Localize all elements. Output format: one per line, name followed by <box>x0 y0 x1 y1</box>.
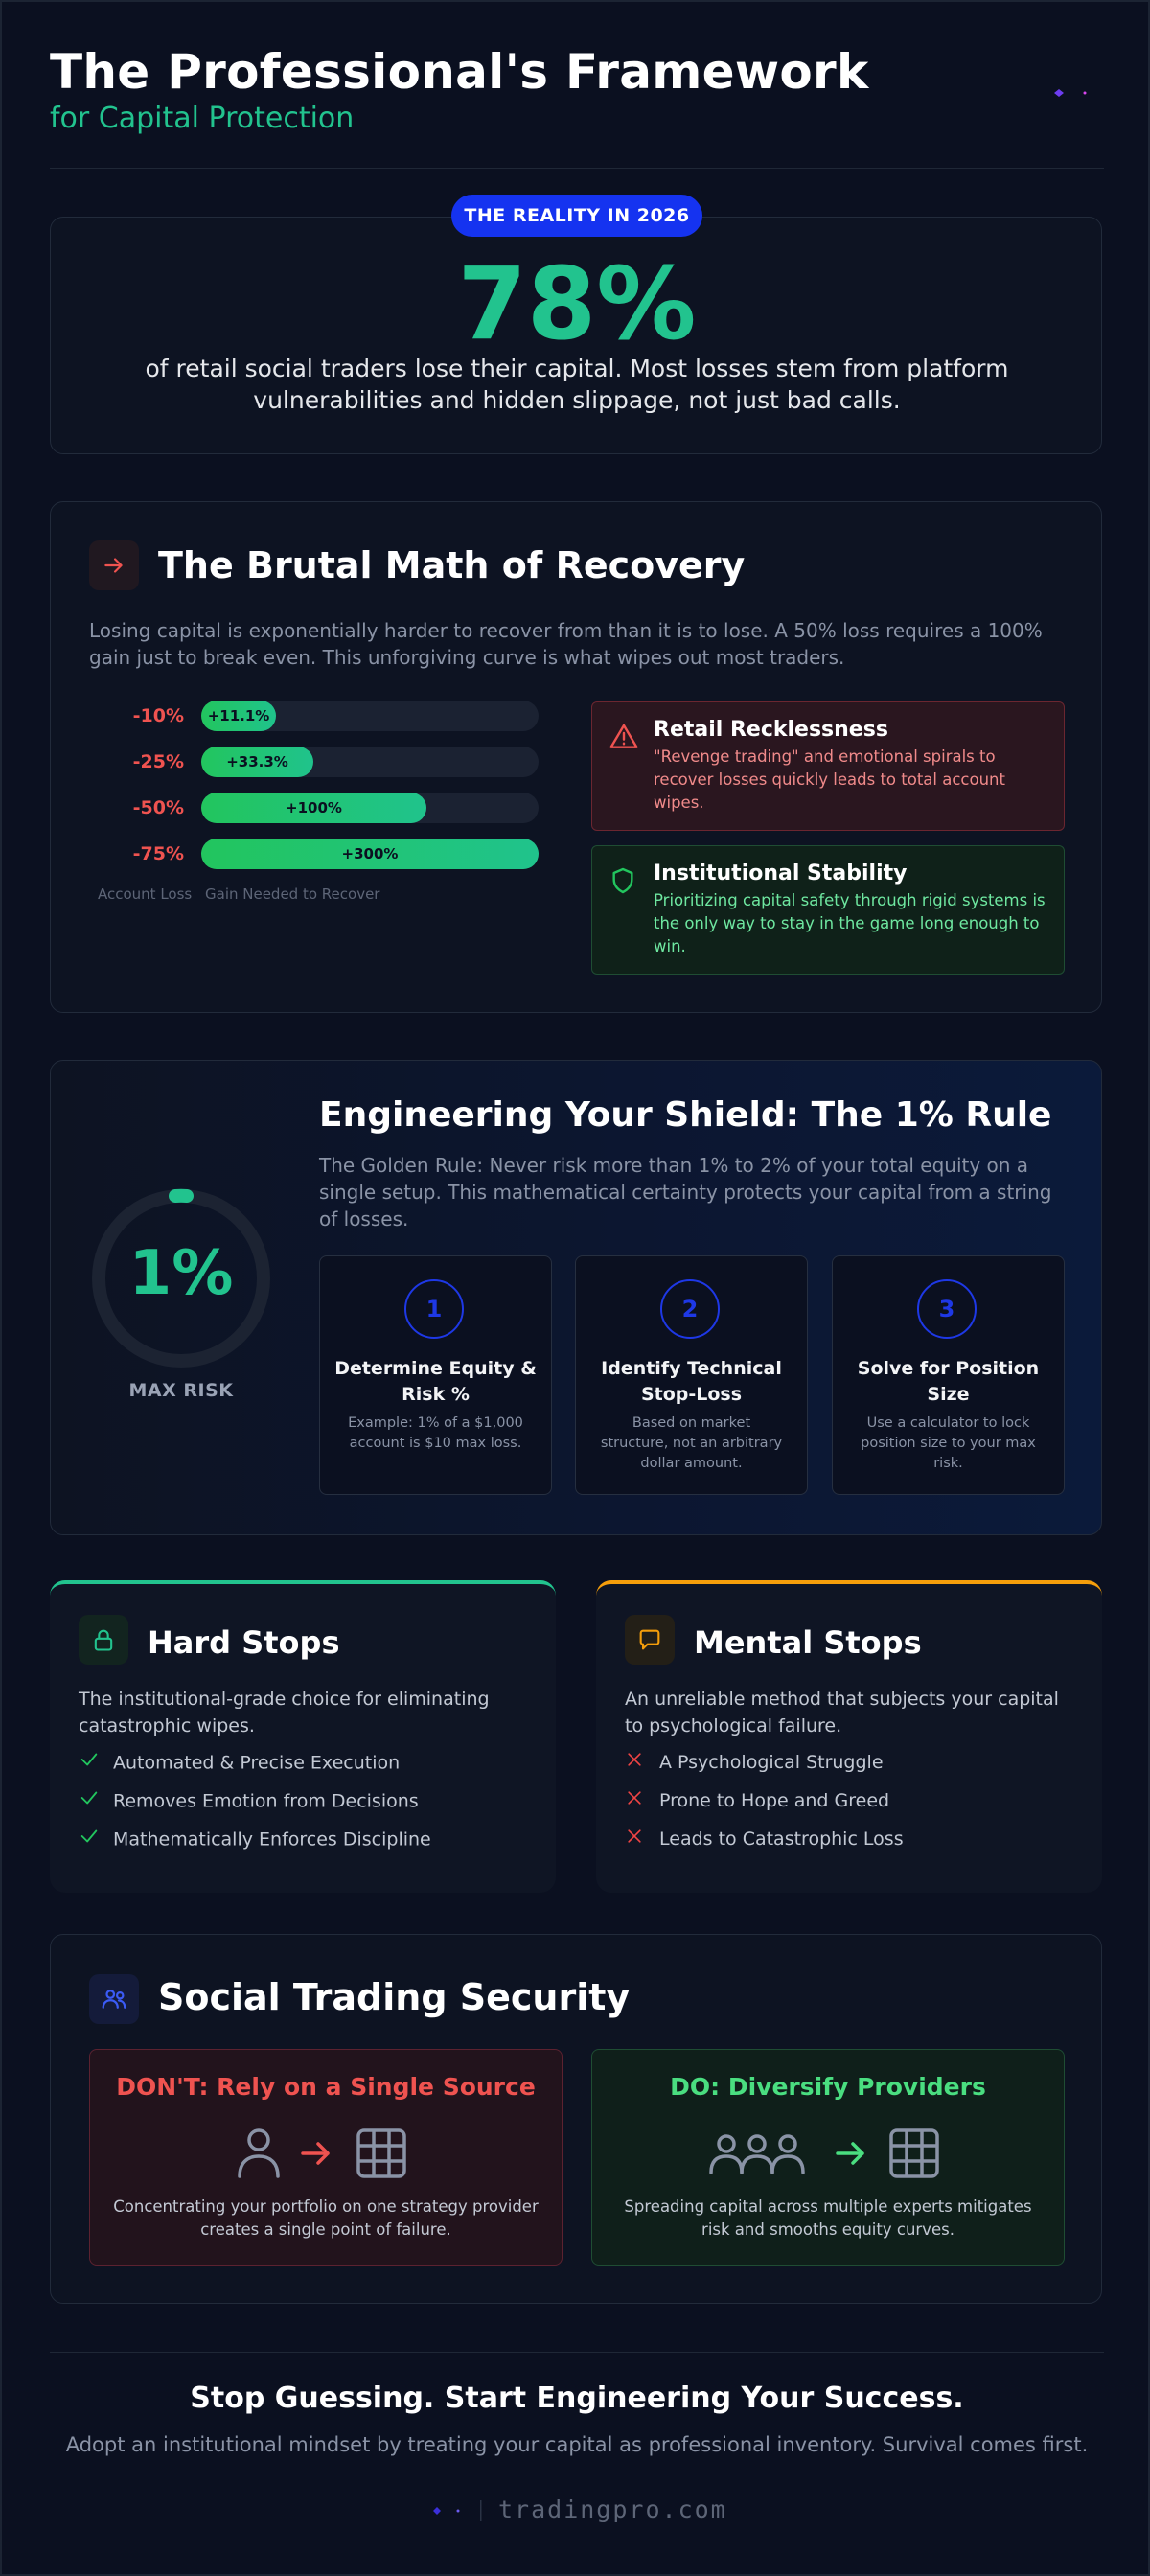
list-item: Prone to Hope and Greed <box>625 1787 889 1814</box>
hard-stops-text: The institutional-grade choice for elimi… <box>79 1689 490 1736</box>
list-item-label: A Psychological Struggle <box>659 1752 884 1773</box>
lock-icon <box>79 1615 128 1665</box>
recovery-title: The Brutal Math of Recovery <box>158 544 746 586</box>
list-item-label: Prone to Hope and Greed <box>659 1790 890 1811</box>
step-number: 3 <box>917 1279 977 1339</box>
risk-gauge <box>92 1188 270 1368</box>
dont-box: DON'T: Rely on a Single Source Concentra… <box>89 2049 563 2266</box>
shield-title: Engineering Your Shield: The 1% Rule <box>319 1095 1052 1135</box>
x-icon <box>625 1827 648 1853</box>
diversify-diagram <box>709 2128 939 2178</box>
bar-loss-label: -25% <box>132 751 184 772</box>
mental-stops-card: Mental Stops An unreliable method that s… <box>596 1580 1102 1893</box>
step-card: 1 Determine Equity & Risk % Example: 1% … <box>319 1255 552 1495</box>
mental-stops-title: Mental Stops <box>694 1624 922 1661</box>
step-card: 3 Solve for Position Size Use a calculat… <box>832 1255 1065 1495</box>
check-icon <box>79 1749 102 1778</box>
reality-card <box>50 217 1102 454</box>
bar-loss-label: -10% <box>132 705 184 726</box>
divider <box>50 2352 1104 2353</box>
hard-stops-card: Hard Stops The institutional-grade choic… <box>50 1580 556 1893</box>
step-text: Example: 1% of a $1,000 account is $10 m… <box>348 1415 523 1451</box>
page-title: The Professional's Framework <box>50 44 869 100</box>
retail-box: Retail Recklessness "Revenge trading" an… <box>591 702 1065 831</box>
step-text: Based on market structure, not an arbitr… <box>600 1415 783 1471</box>
do-text: Spreading capital across multiple expert… <box>624 2197 1032 2239</box>
users-icon <box>89 1974 139 2024</box>
dont-text: Concentrating your portfolio on one stra… <box>113 2197 539 2239</box>
shield-text: The Golden Rule: Never risk more than 1%… <box>319 1154 1052 1230</box>
recovery-text: Losing capital is exponentially harder t… <box>89 619 1043 669</box>
do-box: DO: Diversify Providers Spreading capita… <box>591 2049 1065 2266</box>
step-card: 2 Identify Technical Stop-Loss Based on … <box>575 1255 808 1495</box>
step-title: Determine Equity & Risk % <box>334 1358 537 1405</box>
list-item: Removes Emotion from Decisions <box>79 1787 419 1814</box>
spark-logo-icon <box>433 2500 482 2521</box>
institutional-title: Institutional Stability <box>654 862 908 886</box>
speech-bubble-icon <box>625 1615 675 1665</box>
bar-fill: +11.1% <box>201 701 276 731</box>
list-item: Mathematically Enforces Discipline <box>79 1826 431 1852</box>
footer-title: Stop Guessing. Start Engineering Your Su… <box>190 2381 964 2415</box>
step-number: 1 <box>404 1279 464 1339</box>
social-title: Social Trading Security <box>158 1976 631 2018</box>
step-number: 2 <box>660 1279 720 1339</box>
footer-brand: tradingpro.com <box>498 2496 727 2523</box>
list-item-label: Automated & Precise Execution <box>113 1752 401 1774</box>
bar-loss-label: -75% <box>132 843 184 864</box>
mental-stops-text: An unreliable method that subjects your … <box>625 1689 1059 1736</box>
caption-loss: Account Loss <box>98 886 193 903</box>
bar-gain-label: +33.3% <box>226 753 288 770</box>
divider <box>50 168 1104 169</box>
list-item: Automated & Precise Execution <box>79 1749 400 1776</box>
dont-title: DON'T: Rely on a Single Source <box>116 2073 536 2101</box>
user-icon <box>238 2128 280 2178</box>
bar-fill: +33.3% <box>201 747 313 777</box>
bar-gain-label: +11.1% <box>207 707 270 724</box>
retail-text: "Revenge trading" and emotional spirals … <box>654 748 1005 812</box>
warning-icon <box>610 724 638 748</box>
step-title: Solve for Position Size <box>857 1358 1040 1405</box>
users-group-icon <box>709 2134 805 2174</box>
grid-icon <box>889 2128 939 2178</box>
institutional-box: Institutional Stability Prioritizing cap… <box>591 845 1065 975</box>
reality-stat: 78% <box>457 245 697 362</box>
reality-text: of retail social traders lose their capi… <box>145 355 1009 414</box>
bar-fill: +100% <box>201 793 426 823</box>
step-title: Identify Technical Stop-Loss <box>601 1358 782 1405</box>
bar-fill: +300% <box>201 839 539 869</box>
check-icon <box>79 1826 102 1854</box>
retail-title: Retail Recklessness <box>654 718 888 742</box>
x-icon <box>625 1788 648 1815</box>
shield-icon <box>612 867 633 894</box>
check-icon <box>79 1787 102 1816</box>
hard-stops-title: Hard Stops <box>148 1624 340 1661</box>
reality-badge: THE REALITY IN 2026 <box>451 195 702 237</box>
institutional-text: Prioritizing capital safety through rigi… <box>654 891 1046 955</box>
grid-icon <box>356 2128 406 2178</box>
single-source-diagram <box>238 2128 406 2178</box>
caption-gain: Gain Needed to Recover <box>205 886 380 903</box>
list-item-label: Mathematically Enforces Discipline <box>113 1828 431 1851</box>
do-title: DO: Diversify Providers <box>670 2073 986 2101</box>
arrow-right-icon <box>301 2142 330 2165</box>
gauge-caption: MAX RISK <box>128 1380 234 1401</box>
page-subtitle: for Capital Protection <box>50 102 355 135</box>
bar-gain-label: +100% <box>286 799 342 816</box>
x-icon <box>625 1750 648 1777</box>
list-item: A Psychological Struggle <box>625 1749 884 1776</box>
step-text: Use a calculator to lock position size t… <box>861 1415 1036 1471</box>
footer-text: Adopt an institutional mindset by treati… <box>65 2433 1089 2456</box>
spark-logo-icon <box>1054 89 1087 97</box>
bar-gain-label: +300% <box>341 845 399 862</box>
list-item: Leads to Catastrophic Loss <box>625 1826 904 1852</box>
list-item-label: Leads to Catastrophic Loss <box>659 1828 904 1850</box>
bar-loss-label: -50% <box>132 797 184 818</box>
arrow-right-icon <box>89 540 139 590</box>
arrow-right-icon <box>836 2142 864 2165</box>
gauge-value: 1% <box>128 1238 234 1309</box>
list-item-label: Removes Emotion from Decisions <box>113 1790 419 1812</box>
